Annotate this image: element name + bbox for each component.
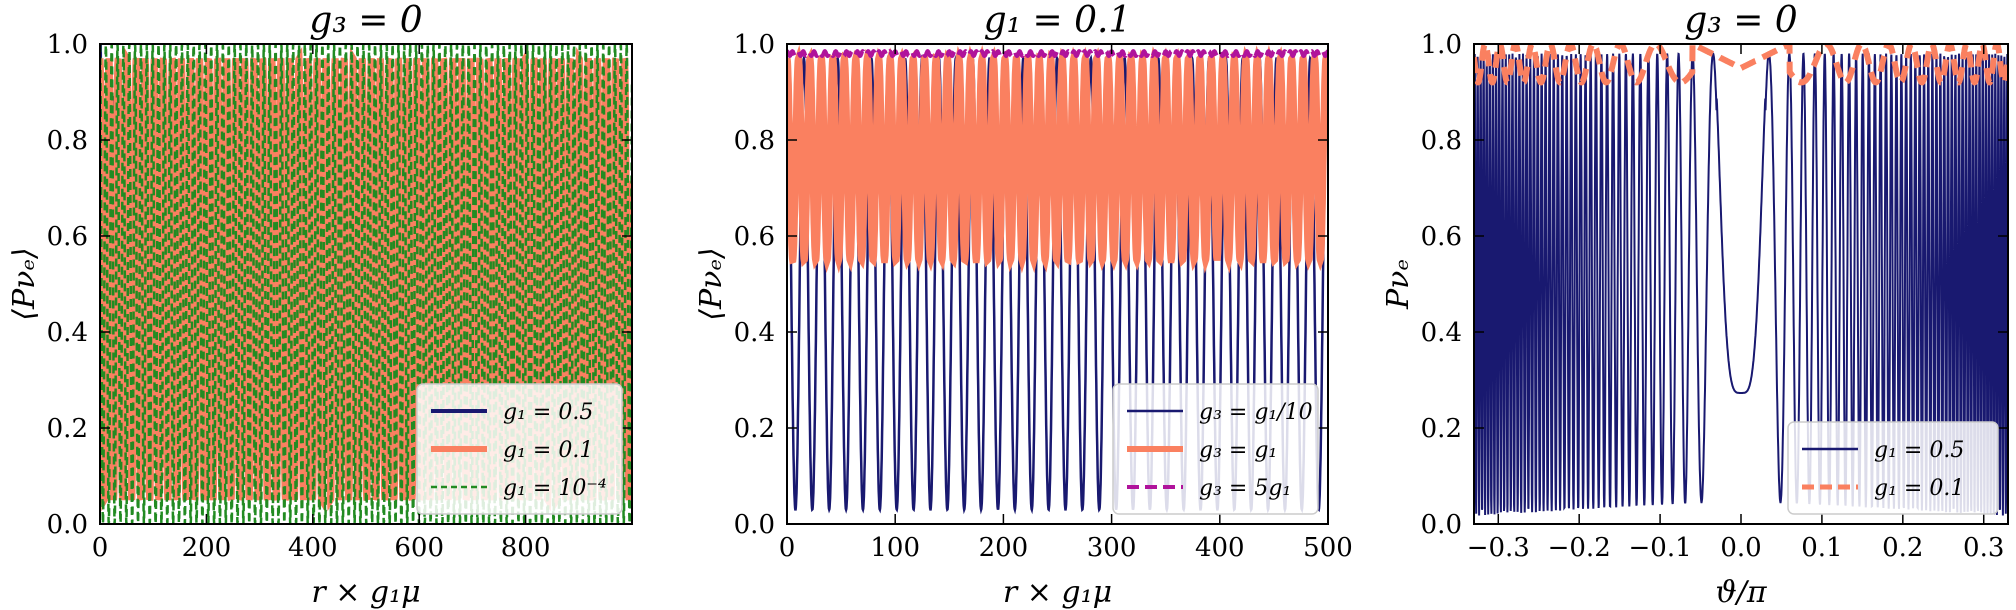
series-line-1 (787, 44, 1328, 274)
panel-middle: 0 100 200 300 400 500 0.0 0.2 0.4 0.6 0.8 1.0 g₁ = 0… (694, 0, 1353, 610)
x-axis-label: r × g₁μ (1003, 575, 1112, 610)
y-tick-label: 0.0 (1421, 510, 1462, 540)
panel-right: −0.3 −0.2 −0.1 0.0 0.1 0.2 0.3 0.0 0.2 0.4 0.6 0.8 1… (1381, 0, 2009, 610)
x-tick-label: 200 (182, 533, 232, 563)
y-tick-label: 0.0 (47, 510, 88, 540)
chart-title: g₃ = 0 (1684, 0, 1797, 41)
y-tick-label: 0.8 (1421, 126, 1462, 156)
y-tick-label: 0.8 (734, 126, 775, 156)
plot-frame (786, 43, 1329, 525)
y-tick-label: 1.0 (734, 30, 775, 60)
x-axis-label: ϑ/π (1715, 575, 1768, 610)
y-tick-label: 0.6 (734, 222, 775, 252)
y-tick-label: 0.8 (47, 126, 88, 156)
x-tick-label: 0 (779, 533, 796, 563)
series-line-0 (1474, 51, 2008, 516)
legend-label: g₁ = 0.1 (503, 438, 593, 463)
x-tick-label: −0.3 (1467, 533, 1530, 563)
plot-area (787, 44, 1328, 515)
plot-frame (99, 43, 633, 525)
y-tick-label: 0.4 (47, 318, 88, 348)
y-tick-label: 0.6 (1421, 222, 1462, 252)
legend: g₁ = 0.5 g₁ = 0.1 (1787, 421, 1999, 515)
x-tick-label: 200 (979, 533, 1029, 563)
x-tick-label: 0.2 (1882, 533, 1923, 563)
legend-box (1112, 383, 1319, 515)
plot-area (100, 44, 632, 524)
legend: g₁ = 0.5 g₁ = 0.1 g₁ = 10⁻⁴ (416, 383, 623, 515)
legend-label: g₁ = 0.5 (503, 400, 593, 425)
x-tick-label: 400 (1195, 533, 1245, 563)
legend-box (1787, 421, 1999, 515)
series-line-2 (787, 48, 1328, 59)
y-tick-label: 1.0 (47, 30, 88, 60)
series-line-1 (1474, 44, 2008, 86)
y-axis-label: ⟨Pνₑ⟩ (694, 247, 729, 320)
chart-title: g₃ = 0 (309, 0, 422, 41)
series-line-2 (100, 44, 632, 524)
y-tick-label: 0.4 (734, 318, 775, 348)
y-tick-label: 1.0 (1421, 30, 1462, 60)
y-axis-label: ⟨Pνₑ⟩ (7, 247, 42, 320)
x-tick-label: 800 (501, 533, 551, 563)
legend-box (416, 383, 623, 515)
series-line-0 (787, 53, 1328, 515)
y-tick-label: 0.2 (1421, 414, 1462, 444)
x-tick-label: 0.1 (1801, 533, 1842, 563)
x-axis-label: r × g₁μ (311, 575, 420, 610)
legend-label: g₁ = 0.5 (1874, 438, 1964, 463)
legend-label: g₃ = 5g₁ (1199, 476, 1291, 501)
x-tick-label: 300 (1087, 533, 1137, 563)
x-tick-label: 0.3 (1963, 533, 2004, 563)
y-tick-label: 0.4 (1421, 318, 1462, 348)
x-tick-label: 0 (92, 533, 109, 563)
x-tick-label: −0.1 (1629, 533, 1692, 563)
x-tick-label: 600 (394, 533, 444, 563)
legend: g₃ = g₁/10 g₃ = g₁ g₃ = 5g₁ (1112, 383, 1319, 515)
y-tick-label: 0.2 (47, 414, 88, 444)
y-axis-label: Pνₑ (1381, 259, 1416, 310)
x-tick-label: −0.2 (1548, 533, 1611, 563)
legend-label: g₃ = g₁/10 (1199, 400, 1313, 425)
panel-left: 0 200 400 600 800 0.0 0.2 0.4 0.6 0.8 1.0 g₃ = 0 r ×… (7, 0, 633, 610)
legend-label: g₁ = 0.1 (1874, 476, 1964, 501)
chart-title: g₁ = 0.1 (984, 0, 1132, 41)
x-tick-label: 400 (288, 533, 338, 563)
legend-label: g₃ = g₁ (1199, 438, 1277, 463)
y-tick-label: 0.0 (734, 510, 775, 540)
y-tick-label: 0.2 (734, 414, 775, 444)
x-tick-label: 100 (870, 533, 920, 563)
legend-label: g₁ = 10⁻⁴ (503, 476, 607, 501)
plot-area (1474, 44, 2008, 516)
x-tick-label: 500 (1303, 533, 1353, 563)
y-tick-label: 0.6 (47, 222, 88, 252)
x-tick-label: 0.0 (1720, 533, 1761, 563)
